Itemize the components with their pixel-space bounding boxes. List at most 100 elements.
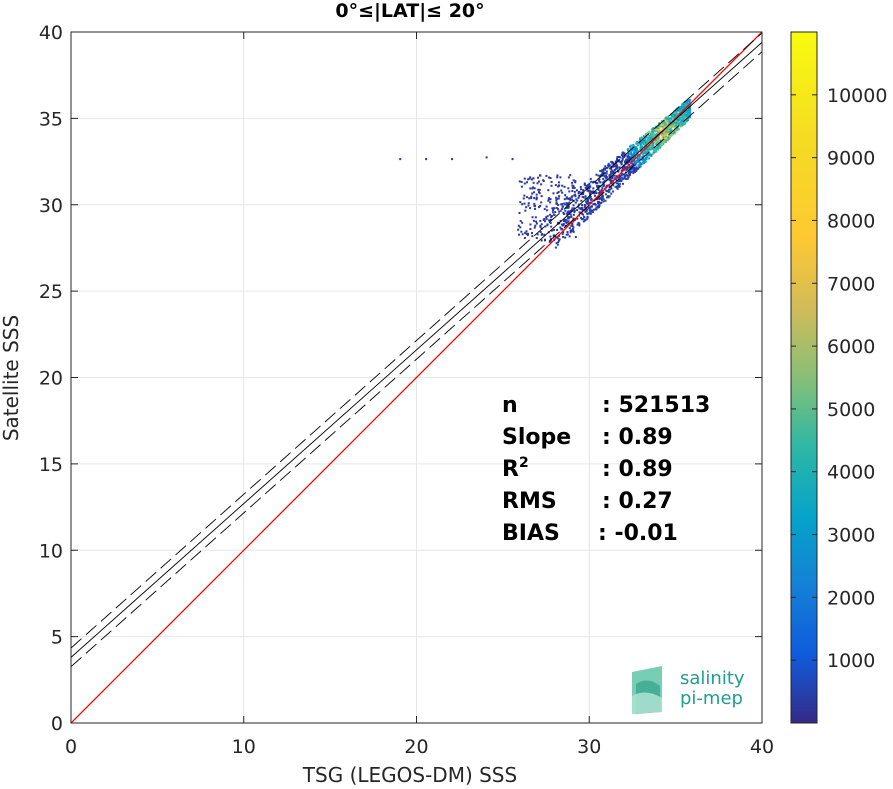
density-cell-1140 xyxy=(618,166,621,169)
density-cell-1633 xyxy=(540,183,543,186)
density-cell-1557 xyxy=(528,197,531,200)
density-cell-576 xyxy=(657,127,660,130)
density-cell-1643 xyxy=(550,218,553,221)
density-cell-156 xyxy=(586,185,589,188)
density-cell-1696 xyxy=(564,224,567,227)
density-cell-308 xyxy=(598,197,601,200)
density-cell-873 xyxy=(628,170,631,173)
density-cell-1612 xyxy=(561,205,564,208)
density-cell-1017 xyxy=(674,112,677,115)
density-cell-1374 xyxy=(560,203,563,206)
density-cell-1329 xyxy=(681,103,684,106)
density-cell-1068 xyxy=(601,172,604,175)
density-cell-1656 xyxy=(530,178,533,181)
density-cell-828 xyxy=(606,166,609,169)
density-cell-1246 xyxy=(591,211,594,214)
y-tick-label-1: 5 xyxy=(51,627,63,649)
density-cell-592 xyxy=(643,159,646,162)
density-cell-1415 xyxy=(639,161,642,164)
density-cell-1063 xyxy=(629,169,632,172)
x-tick-label-1: 10 xyxy=(232,736,256,758)
density-cell-1027 xyxy=(622,166,625,169)
density-cell-1439 xyxy=(556,228,559,231)
density-cell-193 xyxy=(557,241,560,244)
density-cell-1455 xyxy=(588,212,591,215)
density-cell-805 xyxy=(616,182,619,185)
density-cell-1703 xyxy=(531,235,534,238)
density-cell-97 xyxy=(601,199,604,202)
density-cell-1639 xyxy=(520,185,523,188)
density-cell-1213 xyxy=(635,169,638,172)
density-cell-1060 xyxy=(651,129,654,132)
density-cell-1588 xyxy=(557,197,560,200)
density-cell-1468 xyxy=(555,242,558,245)
density-cell-1698 xyxy=(538,192,541,195)
density-cell-1115 xyxy=(599,169,602,172)
density-cell-1102 xyxy=(675,130,678,133)
density-cell-1490 xyxy=(647,139,650,142)
density-cell-1161 xyxy=(647,145,650,148)
density-cell-1652 xyxy=(557,190,560,193)
density-cell-1622 xyxy=(564,220,567,223)
density-cell-1302 xyxy=(610,192,613,195)
density-cell-1155 xyxy=(671,113,674,116)
density-cell-326 xyxy=(606,196,609,199)
density-cell-179 xyxy=(622,173,625,176)
density-cell-1378 xyxy=(560,227,563,230)
density-cell-729 xyxy=(637,163,640,166)
y-tick-label-7: 35 xyxy=(39,108,63,130)
density-cell-1070 xyxy=(602,198,605,201)
density-cell-1598 xyxy=(530,197,533,200)
density-cell-1316 xyxy=(630,165,633,168)
density-cell-1589 xyxy=(548,197,551,200)
density-cell-1343 xyxy=(681,104,684,107)
density-tail-0 xyxy=(399,158,402,161)
density-cell-419 xyxy=(604,193,607,196)
density-cell-1500 xyxy=(538,180,541,183)
density-cell-1470 xyxy=(577,205,580,208)
density-cell-1300 xyxy=(618,160,621,163)
density-cell-510 xyxy=(557,208,560,211)
density-cell-1232 xyxy=(652,142,655,145)
density-cell-1417 xyxy=(672,132,675,135)
density-cell-1525 xyxy=(534,216,537,219)
density-cell-1462 xyxy=(677,116,680,119)
density-tail-2 xyxy=(451,158,454,161)
density-cell-477 xyxy=(659,141,662,144)
density-cell-1349 xyxy=(644,149,647,152)
density-cell-313 xyxy=(666,139,669,142)
density-cell-804 xyxy=(631,170,634,173)
density-cell-1549 xyxy=(532,191,535,194)
colorbar xyxy=(791,32,817,723)
density-cell-634 xyxy=(602,200,605,203)
density-cell-946 xyxy=(579,185,582,188)
density-cell-1511 xyxy=(533,187,536,190)
density-cell-1687 xyxy=(517,224,520,227)
density-cell-1363 xyxy=(647,154,650,157)
density-cell-1560 xyxy=(528,177,531,180)
density-cell-1632 xyxy=(540,233,543,236)
density-cell-1188 xyxy=(558,210,561,213)
density-cell-1092 xyxy=(638,155,641,158)
density-cell-1403 xyxy=(671,122,674,125)
y-tick-label-4: 20 xyxy=(39,368,63,390)
density-cell-1085 xyxy=(604,167,607,170)
stat-value-4: : -0.01 xyxy=(598,521,678,546)
density-cell-1413 xyxy=(586,217,589,220)
density-cell-1309 xyxy=(574,193,577,196)
density-cell-1442 xyxy=(648,144,651,147)
density-cell-578 xyxy=(618,176,621,179)
density-cell-1410 xyxy=(607,190,610,193)
colorbar-tick-label-0: 1000 xyxy=(827,650,875,672)
density-cell-1662 xyxy=(535,197,538,200)
density-cell-1151 xyxy=(627,152,630,155)
density-cell-855 xyxy=(659,129,662,132)
density-cell-301 xyxy=(667,135,670,138)
density-cell-222 xyxy=(554,235,557,238)
axis-ticks: 0 10 20 30 40 0 5 10 15 20 25 30 35 40 xyxy=(39,22,774,758)
colorbar-tick-label-3: 4000 xyxy=(827,462,875,484)
density-cell-584 xyxy=(660,129,663,132)
density-cell-798 xyxy=(621,157,624,160)
density-cell-1628 xyxy=(568,216,571,219)
density-cell-652 xyxy=(602,173,605,176)
